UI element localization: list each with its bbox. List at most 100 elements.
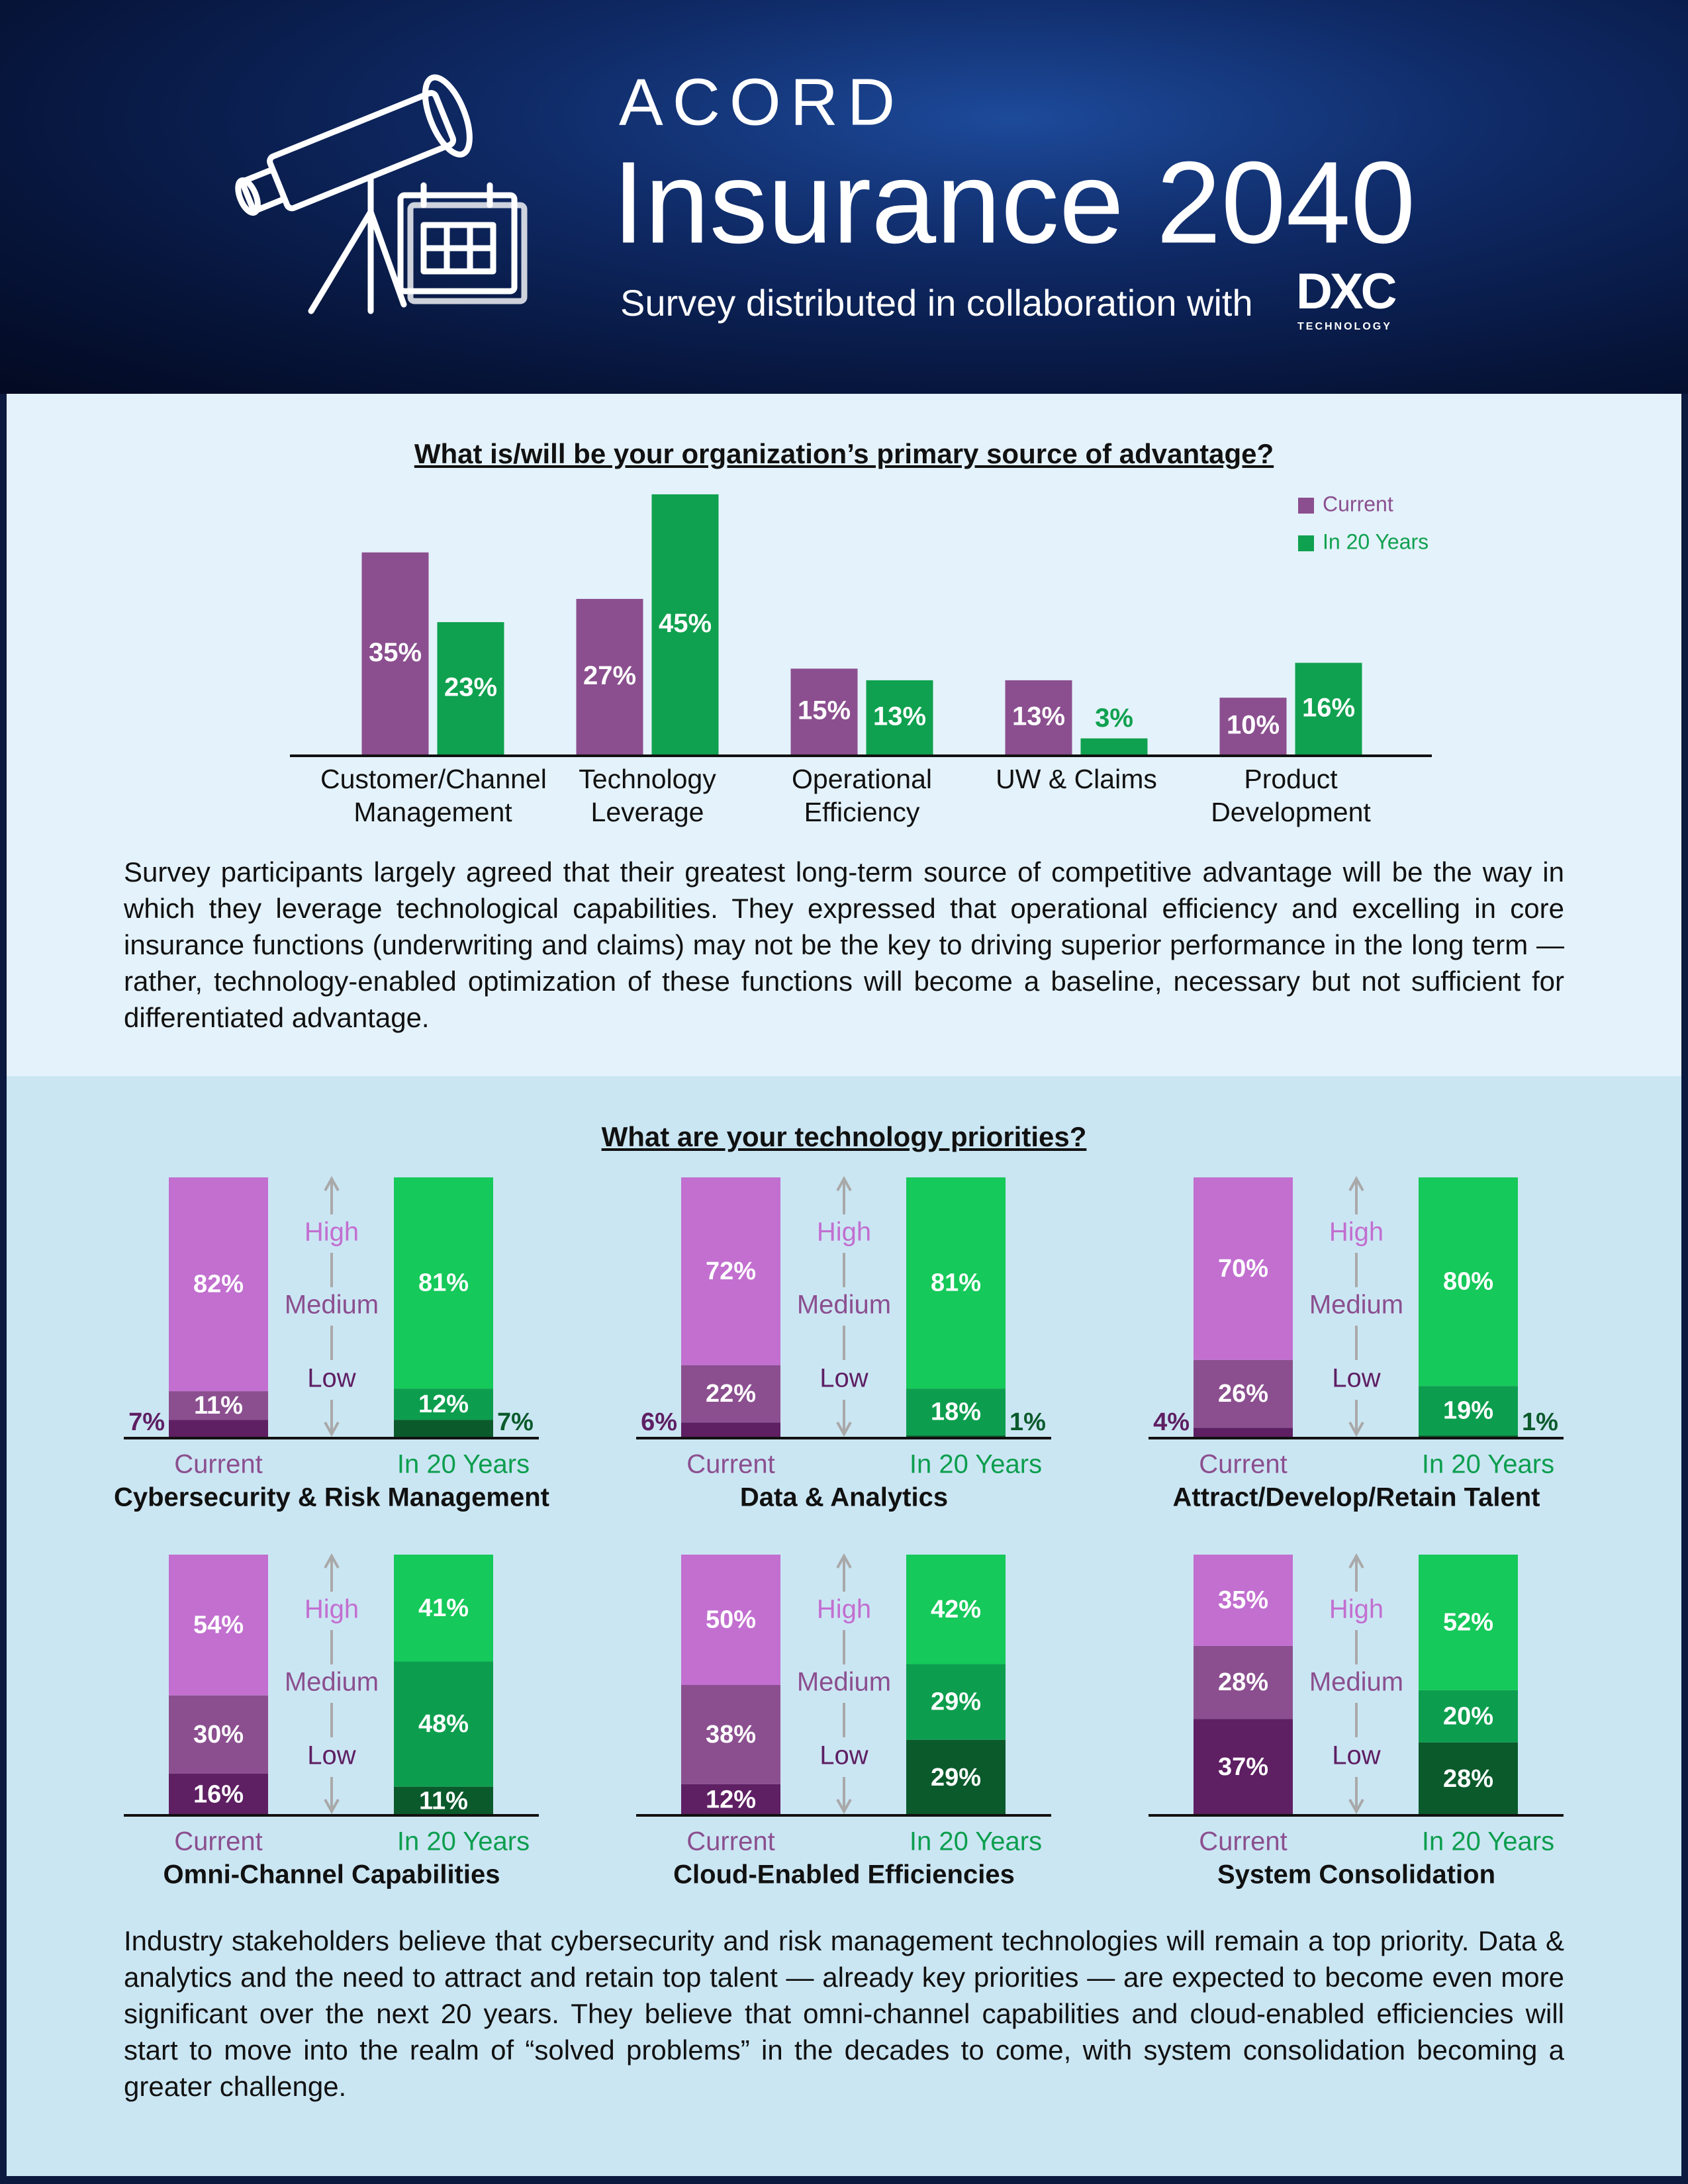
x-tick-label: Technology Leverage — [579, 764, 716, 827]
bar-segment — [1419, 1177, 1518, 1387]
value-label: 35% — [369, 638, 422, 667]
bar-segment — [1419, 1690, 1518, 1743]
bar-segment — [169, 1391, 268, 1420]
bar-segment — [681, 1685, 780, 1784]
bar — [437, 622, 504, 756]
value-label: 1% — [1009, 1408, 1046, 1436]
value-label: 1% — [1522, 1408, 1558, 1436]
chart-title: Attract/Develop/Retain Talent — [1173, 1483, 1540, 1512]
header-art: ACORD Insurance 2040 Survey distributed … — [235, 65, 1415, 332]
x-tick-label: Customer/Channel Management — [320, 764, 547, 827]
x-tick-label: Operational Efficiency — [792, 764, 932, 827]
value-label: 12% — [418, 1390, 469, 1418]
chart-title: Omni-Channel Capabilities — [164, 1860, 500, 1889]
value-label: 6% — [641, 1408, 677, 1436]
brand: ACORD — [619, 65, 904, 139]
value-label: 80% — [1443, 1268, 1493, 1296]
bar-segment — [169, 1773, 268, 1815]
x-tick-label: Current — [174, 1827, 262, 1856]
x-tick-label: Current — [686, 1450, 774, 1479]
bar-segment — [681, 1555, 780, 1685]
bar-segment — [394, 1177, 493, 1389]
value-label: 4% — [1153, 1408, 1190, 1436]
value-label: 81% — [931, 1269, 981, 1297]
bar-segment — [906, 1664, 1006, 1740]
level-label: High — [1329, 1595, 1383, 1624]
value-label: 18% — [931, 1398, 981, 1426]
value-label: 38% — [706, 1721, 756, 1749]
bar-segment — [169, 1555, 268, 1696]
value-label: 37% — [1218, 1753, 1268, 1781]
bar-segment — [906, 1177, 1006, 1389]
x-tick-label: Current — [686, 1827, 774, 1856]
bar-segment — [906, 1388, 1006, 1436]
value-label: 12% — [706, 1786, 756, 1813]
value-label: 35% — [1218, 1586, 1268, 1614]
bar-segment — [681, 1422, 780, 1438]
bar-segment — [394, 1661, 493, 1787]
bar-segment — [681, 1365, 780, 1423]
chart-title: Cybersecurity & Risk Management — [114, 1483, 549, 1512]
value-label: 50% — [706, 1606, 756, 1634]
value-label: 7% — [497, 1408, 534, 1436]
bar-segment — [906, 1739, 1006, 1815]
bar-segment — [394, 1555, 493, 1662]
logo-sub: TECHNOLOGY — [1297, 321, 1392, 332]
legend-label: In 20 Years — [1323, 529, 1429, 553]
bar-segment — [1419, 1386, 1518, 1436]
bar-segment — [169, 1177, 268, 1392]
level-label: High — [817, 1595, 871, 1624]
bar — [1219, 698, 1287, 756]
level-label: Low — [820, 1741, 868, 1770]
value-label: 72% — [706, 1257, 756, 1285]
level-label: High — [305, 1595, 359, 1624]
bar-segment — [1194, 1719, 1293, 1815]
bar-segment — [1419, 1555, 1518, 1690]
level-label: Low — [307, 1364, 355, 1393]
bar-segment — [1194, 1177, 1293, 1360]
level-label: Low — [1332, 1741, 1380, 1770]
level-label: Low — [820, 1364, 868, 1393]
value-label: 82% — [193, 1271, 244, 1298]
value-label: 19% — [1443, 1397, 1493, 1425]
value-label: 16% — [1302, 693, 1355, 722]
x-tick-label: In 20 Years — [910, 1450, 1042, 1479]
level-label: High — [1329, 1218, 1383, 1247]
x-tick-label: In 20 Years — [397, 1450, 530, 1479]
bar-segment — [1194, 1645, 1293, 1719]
x-tick-label: Current — [174, 1450, 262, 1479]
level-label: Medium — [285, 1291, 379, 1320]
value-label: 54% — [193, 1611, 244, 1639]
bar — [1080, 738, 1148, 756]
arrow-head — [1348, 1422, 1364, 1437]
telescope-icon — [235, 74, 528, 314]
arrow-head — [836, 1422, 852, 1437]
value-label: 29% — [931, 1764, 981, 1792]
value-label: 11% — [194, 1392, 243, 1420]
value-label: 20% — [1443, 1702, 1493, 1730]
x-tick-label: Product Development — [1211, 764, 1371, 827]
chart-title: Data & Analytics — [740, 1483, 948, 1512]
level-label: Medium — [285, 1668, 379, 1697]
value-label: 48% — [418, 1710, 469, 1738]
value-label: 81% — [418, 1269, 469, 1297]
chart-title: What is/will be your organization’s prim… — [414, 438, 1274, 469]
value-label: 22% — [706, 1380, 756, 1408]
legend-swatch — [1298, 535, 1314, 551]
value-label: 16% — [193, 1781, 244, 1809]
arrow-head — [1348, 1799, 1364, 1815]
value-label: 27% — [583, 661, 636, 690]
arrow-head — [1348, 1175, 1364, 1191]
bar-segment — [169, 1420, 268, 1438]
section-title: What are your technology priorities? — [601, 1121, 1087, 1152]
bar — [790, 668, 858, 756]
arrow-head — [836, 1175, 852, 1191]
value-label: 13% — [1012, 702, 1065, 731]
value-label: 10% — [1227, 711, 1280, 740]
level-label: Low — [307, 1741, 355, 1770]
arrow-head — [324, 1175, 340, 1191]
level-label: High — [817, 1218, 871, 1247]
bar — [866, 680, 933, 756]
bar-segment — [1194, 1359, 1293, 1428]
